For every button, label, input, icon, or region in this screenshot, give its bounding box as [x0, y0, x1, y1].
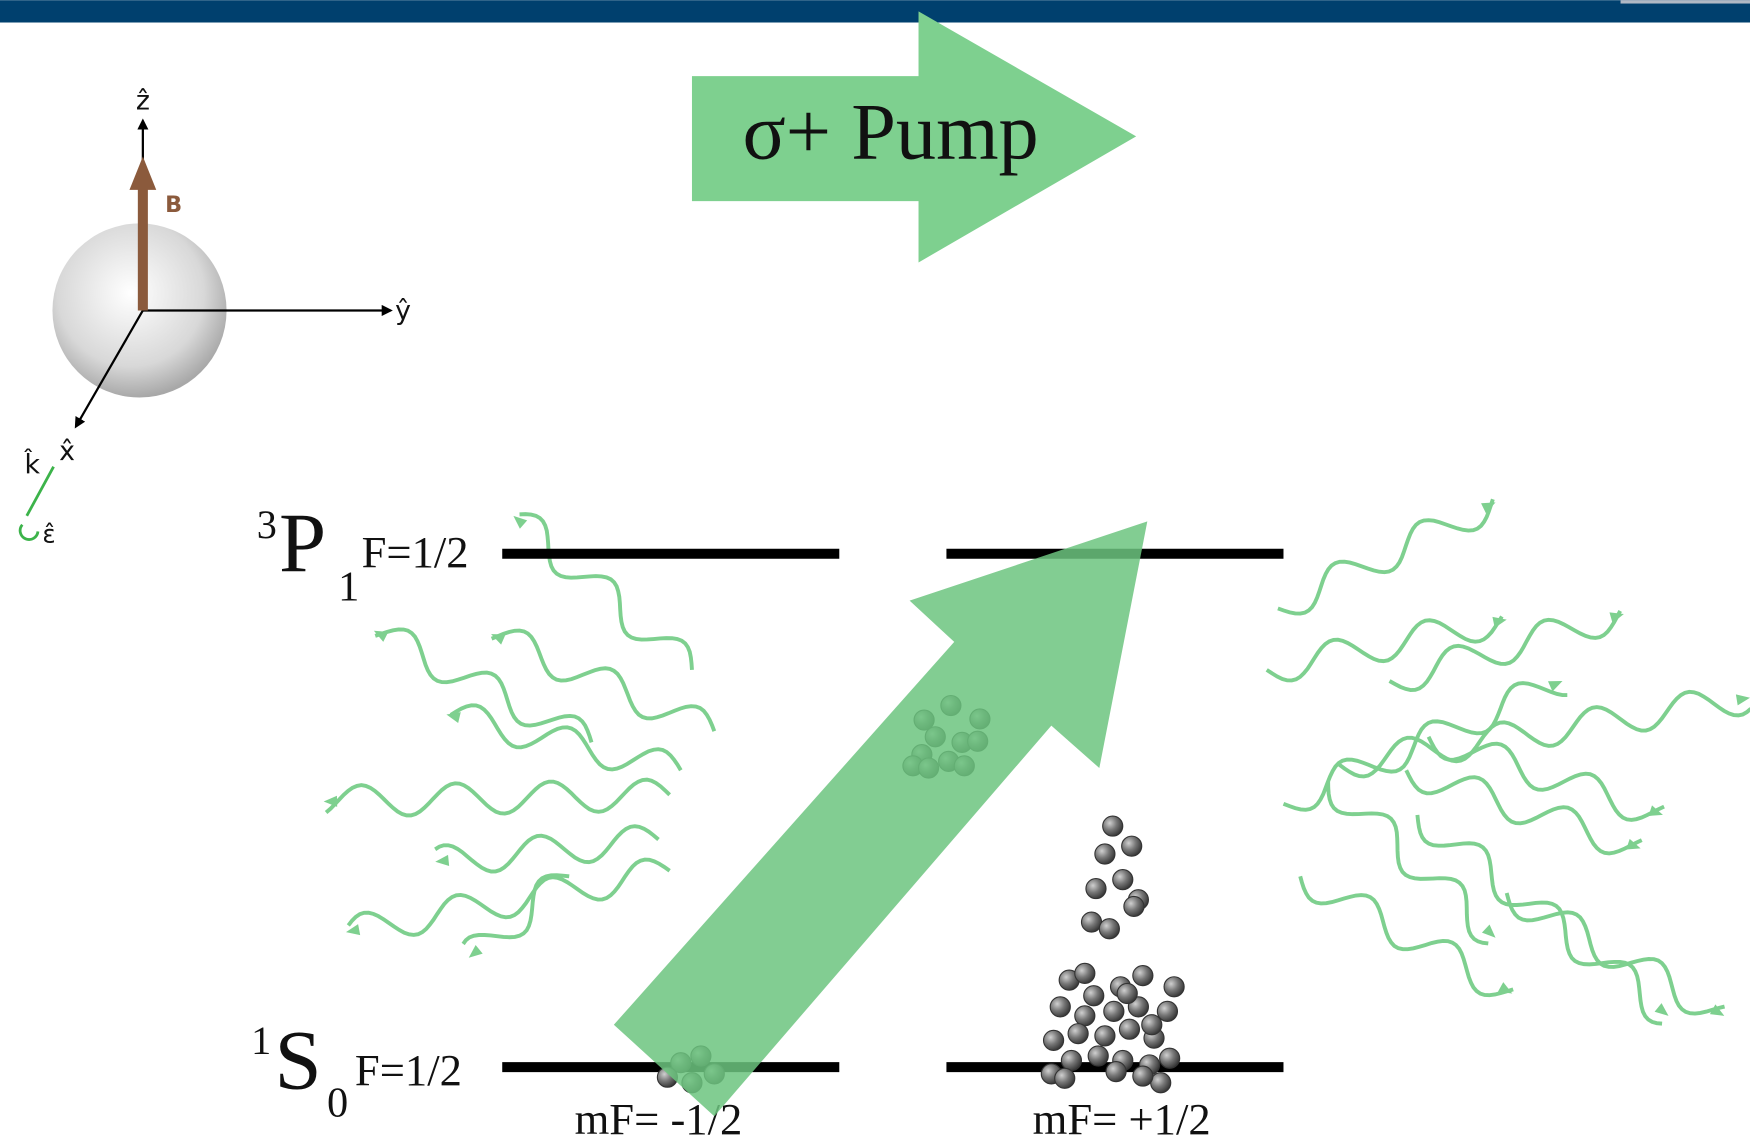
- epsilon-label: ε̂: [42, 520, 55, 549]
- level-symbol: P: [279, 497, 326, 591]
- level-superscript: 1: [251, 1018, 271, 1063]
- atom: [1133, 966, 1153, 986]
- level-superscript: 3: [257, 502, 277, 547]
- photon: [1283, 683, 1567, 810]
- photon: [375, 629, 591, 742]
- atom: [1106, 1062, 1126, 1082]
- photon-head: [1655, 1003, 1669, 1016]
- atom: [1119, 1019, 1139, 1039]
- photon: [348, 860, 669, 935]
- atom: [1075, 1006, 1095, 1026]
- atom: [1142, 1015, 1162, 1035]
- atom: [1084, 986, 1104, 1006]
- atom: [1099, 919, 1119, 939]
- excitation-arrow: [614, 521, 1147, 1116]
- atom: [1151, 1073, 1171, 1093]
- atom: [1104, 1001, 1124, 1021]
- b-field-head: [129, 156, 156, 189]
- photon-head: [435, 855, 449, 866]
- atom: [1044, 1030, 1064, 1050]
- photon-head: [1492, 617, 1506, 628]
- atom: [1086, 879, 1106, 899]
- diagram: σ+ Pump B ẑ ŷ x̂ k̂ ε̂ 3 P 1 F=1/2 1 S 0…: [0, 0, 1750, 1141]
- pump-label: σ+ Pump: [743, 88, 1039, 177]
- atom: [1103, 816, 1123, 836]
- photon: [435, 826, 658, 871]
- photon: [1278, 499, 1493, 613]
- level-symbol: S: [275, 1013, 322, 1107]
- photon: [1507, 893, 1725, 1014]
- photon: [463, 875, 569, 944]
- photon-head: [513, 516, 527, 529]
- atom: [1160, 1048, 1180, 1068]
- photon-head: [1498, 982, 1512, 993]
- photon-head: [469, 945, 483, 958]
- atom: [1164, 977, 1184, 997]
- photon: [326, 780, 670, 816]
- atom: [1075, 963, 1095, 983]
- photon-head: [346, 924, 360, 935]
- atom: [1122, 836, 1142, 856]
- photon: [492, 631, 715, 732]
- atom: [1157, 1001, 1177, 1021]
- b-label: B: [165, 192, 182, 218]
- page: {"pump_label": "σ+ Pump", "axes": {"z": …: [0, 0, 1750, 1141]
- top-bar: [0, 0, 1750, 22]
- top-bar-tab: [1621, 0, 1750, 3]
- k-label: k̂: [24, 449, 41, 481]
- level-subscript: 1: [338, 564, 359, 611]
- photon-head: [324, 796, 337, 807]
- atom: [1113, 870, 1133, 890]
- coordinate-system: B ẑ ŷ x̂ k̂ ε̂: [20, 86, 411, 549]
- atom: [1124, 896, 1144, 916]
- atom: [1050, 997, 1070, 1017]
- atom: [1068, 1024, 1088, 1044]
- atom: [1095, 1026, 1115, 1046]
- level-subscript: 0: [327, 1079, 348, 1126]
- atom: [1088, 1046, 1108, 1066]
- z-label: ẑ: [136, 86, 150, 117]
- level-label: F=1/2: [355, 1045, 462, 1095]
- atom: [1117, 983, 1137, 1003]
- x-label: x̂: [59, 436, 75, 467]
- atom: [1095, 844, 1115, 864]
- photon: [520, 514, 692, 670]
- atom: [1061, 1050, 1081, 1070]
- level-label: F=1/2: [362, 527, 469, 577]
- photon: [1406, 770, 1641, 853]
- photon: [1300, 876, 1513, 995]
- atom: [1055, 1068, 1075, 1088]
- photon: [1328, 781, 1488, 943]
- atom: [1133, 1066, 1153, 1086]
- sublevel-label: mF= +1/2: [1033, 1094, 1211, 1141]
- photon-head: [1482, 924, 1496, 937]
- photon-head: [1736, 694, 1750, 705]
- atom: [1081, 912, 1101, 932]
- y-label: ŷ: [395, 295, 411, 326]
- photon: [1339, 692, 1750, 777]
- photon-head: [446, 712, 460, 723]
